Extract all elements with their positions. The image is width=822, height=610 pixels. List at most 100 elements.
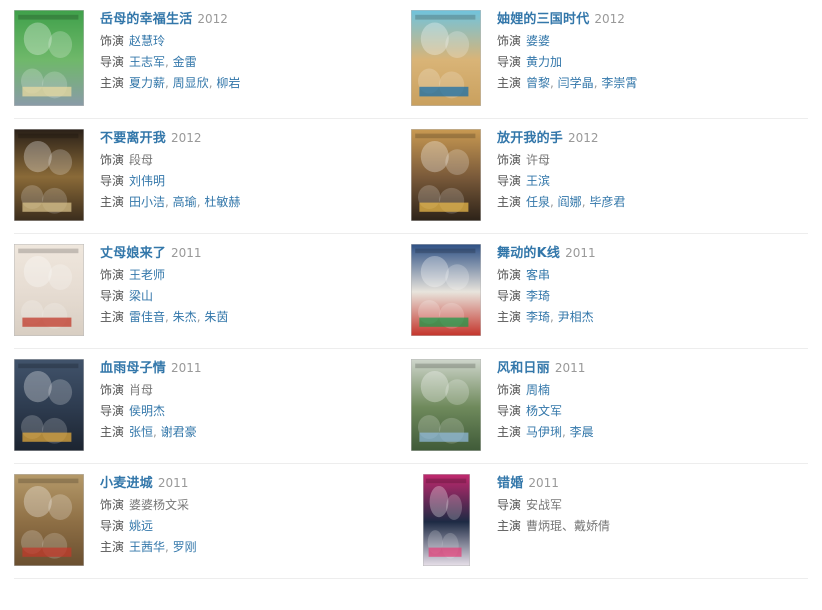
- poster-image: [14, 129, 84, 221]
- name-separator: ,: [581, 195, 590, 209]
- actor-name[interactable]: 周显欣: [172, 76, 209, 90]
- work-info: 妯娌的三国时代 2012 饰演 婆婆 导演 黄力加 主演 曾黎, 闫学晶, 李崇霄: [497, 10, 637, 89]
- actor-name[interactable]: 任泉: [526, 195, 551, 209]
- title-line: 风和日丽 2011: [497, 362, 594, 375]
- work-info: 小麦进城 2011 饰演 婆婆杨文采 导演 姚远 主演 王茜华, 罗刚: [100, 474, 197, 553]
- director-label: 导演: [497, 498, 522, 512]
- poster-wudongdekxian: [411, 244, 481, 336]
- director-label: 导演: [497, 55, 522, 69]
- actor-name[interactable]: 尹相杰: [557, 310, 594, 324]
- poster-xiaomaijincheng: [14, 474, 84, 566]
- poster-link[interactable]: [411, 244, 481, 336]
- work-year: 2012: [197, 12, 228, 26]
- work-info: 错婚 2011 导演 安战军 主演 曹炳琨、戴娇倩: [497, 474, 610, 532]
- actor-name[interactable]: 杜敏赫: [204, 195, 241, 209]
- work-item: 岳母的幸福生活 2012 饰演 赵慧玲 导演 王志军, 金雷 主演 夏力薪, 周显欣, …: [14, 0, 411, 118]
- role-label: 饰演: [100, 268, 125, 282]
- actor-name[interactable]: 李琦: [526, 310, 551, 324]
- actor-name[interactable]: 李晨: [569, 425, 594, 439]
- work-title-link[interactable]: 妯娌的三国时代: [497, 12, 590, 27]
- poster-link[interactable]: [411, 10, 481, 106]
- director-name[interactable]: 王志军: [129, 55, 166, 69]
- title-line: 错婚 2011: [497, 477, 610, 490]
- actor-name[interactable]: 王茜华: [129, 540, 166, 554]
- poster-link[interactable]: [14, 474, 84, 566]
- name-separator: ,: [165, 195, 173, 209]
- role-value[interactable]: 王老师: [129, 268, 166, 282]
- name-separator: ,: [165, 310, 173, 324]
- actor-name[interactable]: 柳岩: [216, 76, 241, 90]
- poster-link[interactable]: [14, 129, 84, 221]
- actor-name[interactable]: 雷佳音: [129, 310, 166, 324]
- work-title-link[interactable]: 错婚: [497, 476, 524, 491]
- actor-name[interactable]: 马伊琍: [526, 425, 563, 439]
- poster-link[interactable]: [411, 129, 481, 221]
- director-line: 导演 王滨: [497, 175, 625, 187]
- starring-label: 主演: [100, 195, 125, 209]
- work-title-link[interactable]: 放开我的手: [497, 131, 564, 146]
- actor-name[interactable]: 曾黎: [526, 76, 551, 90]
- director-line: 导演 李琦: [497, 290, 596, 302]
- work-row: 小麦进城 2011 饰演 婆婆杨文采 导演 姚远 主演 王茜华, 罗刚: [14, 464, 808, 579]
- poster-link[interactable]: [14, 359, 84, 451]
- title-line: 放开我的手 2012: [497, 132, 625, 145]
- poster-link[interactable]: [14, 10, 84, 106]
- director-label: 导演: [497, 404, 522, 418]
- director-name[interactable]: 刘伟明: [129, 174, 166, 188]
- director-name[interactable]: 黄力加: [526, 55, 563, 69]
- starring-label: 主演: [100, 540, 125, 554]
- director-name[interactable]: 梁山: [129, 289, 154, 303]
- director-name[interactable]: 姚远: [129, 519, 154, 533]
- director-name: 安战军: [526, 498, 563, 512]
- director-name[interactable]: 王滨: [526, 174, 551, 188]
- director-line: 导演 杨文军: [497, 405, 594, 417]
- director-name[interactable]: 李琦: [526, 289, 551, 303]
- actor-name[interactable]: 田小洁: [129, 195, 166, 209]
- actor-name[interactable]: 闫学晶: [557, 76, 594, 90]
- work-title-link[interactable]: 舞动的K线: [497, 246, 561, 261]
- work-info: 血雨母子情 2011 饰演 肖母 导演 侯明杰 主演 张恒, 谢君豪: [100, 359, 202, 438]
- work-row: 岳母的幸福生活 2012 饰演 赵慧玲 导演 王志军, 金雷 主演 夏力薪, 周显欣, …: [14, 0, 808, 119]
- actor-name[interactable]: 朱杰: [172, 310, 197, 324]
- actor-name[interactable]: 李崇霄: [601, 76, 638, 90]
- actor-name[interactable]: 毕彦君: [589, 195, 626, 209]
- poster-link[interactable]: [411, 359, 481, 451]
- work-title-link[interactable]: 不要离开我: [100, 131, 167, 146]
- poster-link[interactable]: [411, 474, 481, 566]
- work-title-link[interactable]: 丈母娘来了: [100, 246, 167, 261]
- actor-name[interactable]: 夏力薪: [129, 76, 166, 90]
- actor-name[interactable]: 谢君豪: [160, 425, 197, 439]
- work-year: 2012: [171, 131, 202, 145]
- work-title-link[interactable]: 岳母的幸福生活: [100, 12, 193, 27]
- starring-label: 主演: [100, 425, 125, 439]
- work-year: 2011: [554, 361, 586, 375]
- role-value[interactable]: 婆婆: [526, 34, 551, 48]
- actor-name[interactable]: 高瑜: [172, 195, 197, 209]
- work-title-link[interactable]: 小麦进城: [100, 476, 153, 491]
- role-label: 饰演: [100, 34, 125, 48]
- director-line: 导演 侯明杰: [100, 405, 202, 417]
- starring-label: 主演: [100, 310, 125, 324]
- role-value[interactable]: 客串: [526, 268, 551, 282]
- work-item: 血雨母子情 2011 饰演 肖母 导演 侯明杰 主演 张恒, 谢君豪: [14, 349, 411, 463]
- work-row: 不要离开我 2012 饰演 段母 导演 刘伟明 主演 田小洁, 高瑜, 杜敏赫: [14, 119, 808, 234]
- actor-name[interactable]: 张恒: [129, 425, 154, 439]
- work-row: 丈母娘来了 2011 饰演 王老师 导演 梁山 主演 雷佳音, 朱杰, 朱茵: [14, 234, 808, 349]
- work-info: 岳母的幸福生活 2012 饰演 赵慧玲 导演 王志军, 金雷 主演 夏力薪, 周显欣, …: [100, 10, 240, 89]
- actor-name[interactable]: 朱茵: [204, 310, 229, 324]
- filmography-list: 岳母的幸福生活 2012 饰演 赵慧玲 导演 王志军, 金雷 主演 夏力薪, 周显欣, …: [14, 0, 808, 579]
- actor-name[interactable]: 阎娜: [557, 195, 582, 209]
- director-name[interactable]: 金雷: [172, 55, 197, 69]
- poster-image: [422, 474, 470, 566]
- work-title-link[interactable]: 风和日丽: [497, 361, 550, 376]
- poster-yuemudexingfushenghuo: [14, 10, 84, 106]
- director-name[interactable]: 侯明杰: [129, 404, 166, 418]
- poster-link[interactable]: [14, 244, 84, 336]
- role-value[interactable]: 赵慧玲: [129, 34, 166, 48]
- actor-name[interactable]: 罗刚: [172, 540, 197, 554]
- director-label: 导演: [497, 289, 522, 303]
- work-title-link[interactable]: 血雨母子情: [100, 361, 167, 376]
- starring-line: 主演 田小洁, 高瑜, 杜敏赫: [100, 196, 240, 208]
- director-name[interactable]: 杨文军: [526, 404, 563, 418]
- role-value[interactable]: 周楠: [526, 383, 551, 397]
